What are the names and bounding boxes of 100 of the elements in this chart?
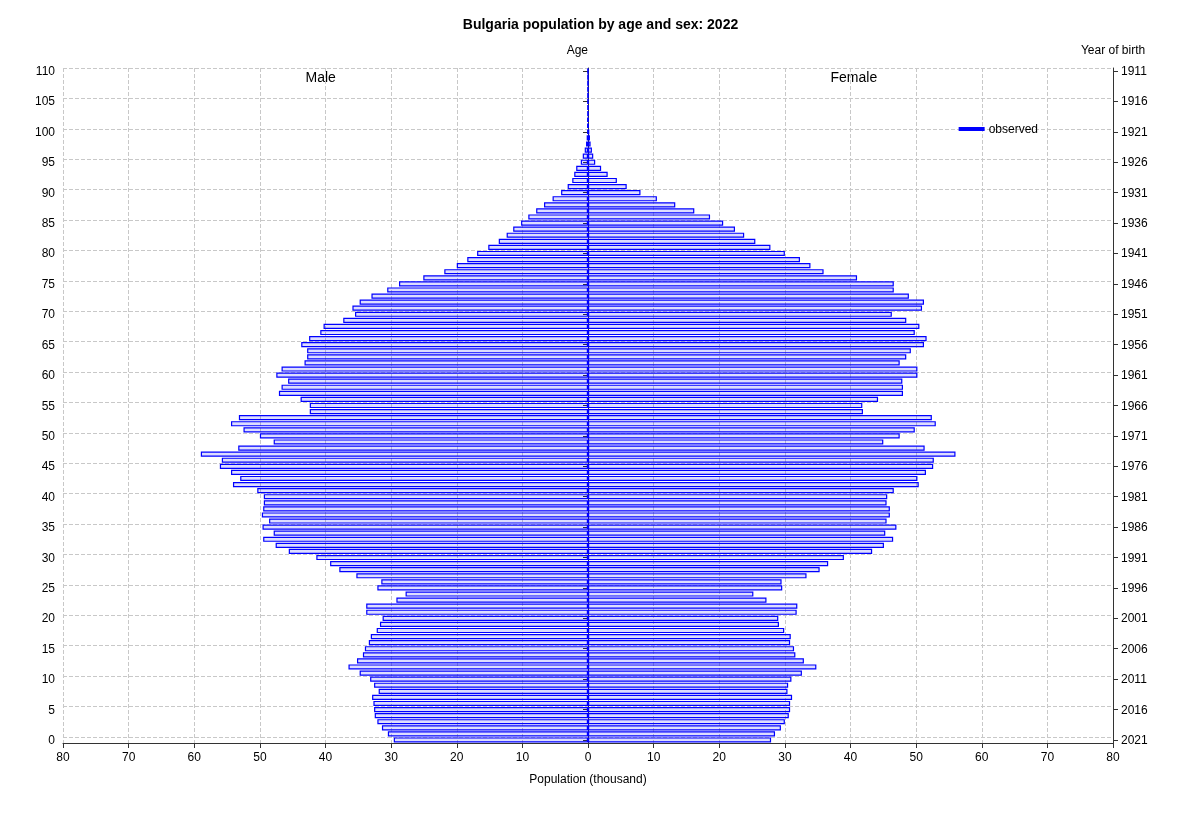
x-tick-label: 40 [843,750,858,764]
bar [393,737,588,743]
bar [281,366,588,372]
bar [588,415,932,421]
bar [588,384,903,390]
bar [273,439,588,445]
bar [357,658,588,664]
bar [588,402,863,409]
bar [377,719,588,725]
bar [588,165,602,171]
bar [370,676,588,682]
y-tick-label: 70 [41,307,56,322]
bar [488,244,588,250]
bar [588,652,796,658]
bar [309,336,588,342]
bar [588,269,824,275]
bar [200,451,588,457]
bar [588,469,926,475]
bar [588,634,791,640]
bar [257,488,588,494]
y-tick-label: 85 [41,216,56,231]
y2-tick-label: 2016 [1121,702,1149,717]
bar [536,208,588,214]
y-tick-label: 100 [34,124,56,139]
bar [588,481,919,488]
bar [423,275,588,281]
bar [588,579,782,585]
bar [588,281,894,287]
y2-tick-label: 1961 [1121,368,1149,383]
y2-tick-label: 1956 [1121,337,1149,352]
bar [387,287,588,293]
bar [521,220,588,226]
x-tick-label: 70 [1040,750,1055,764]
bar [588,208,695,214]
bar [588,713,789,719]
bar [588,342,924,348]
bar [588,196,657,202]
bar [588,287,894,293]
bar [330,561,588,567]
bar [320,329,588,336]
bar [544,202,588,208]
bar [588,238,756,244]
bar [588,561,829,567]
bar [588,700,791,707]
bar [259,433,588,439]
bar [269,518,588,524]
y2-tick-label: 1921 [1121,124,1149,139]
bar [362,652,588,658]
bar [588,475,918,482]
bar [588,445,925,451]
bar [588,256,800,263]
bar [588,378,903,384]
bar [582,153,588,159]
x-tick-label: 30 [778,750,792,764]
bar [588,646,795,652]
bar [300,396,588,402]
bar [588,670,802,676]
bar [588,500,887,506]
bar [588,597,767,603]
bar [370,634,588,640]
x-tick-label: 0 [584,750,592,764]
bar [263,506,588,512]
y-tick-label: 75 [41,276,56,291]
bar [364,646,588,652]
bar [588,688,788,694]
bar [355,311,588,317]
y-tick-label: 60 [41,368,56,383]
bar [381,725,588,731]
bar [588,725,781,731]
bar [281,384,588,390]
bar [231,469,588,475]
bar [240,475,588,482]
bar [588,354,907,360]
bar [588,524,897,530]
annotation: Female [830,69,878,85]
y-tick-label: 20 [41,611,56,626]
bar [278,390,588,396]
y-tick-label: 45 [41,459,56,474]
y-tick-label: 80 [41,246,56,261]
bar [588,494,888,500]
bar [588,275,858,281]
bar [588,554,844,561]
bar [588,390,903,396]
bar [588,305,923,311]
x-tick-label: 50 [253,750,267,764]
bar [359,299,588,305]
y2-tick-label: 1976 [1121,459,1149,474]
bar [275,542,588,548]
bar [307,354,588,360]
x-tick-label: 60 [975,750,989,764]
bar [588,627,785,634]
bar [366,603,588,609]
y-tick-label: 95 [41,155,56,170]
chart-title: Bulgaria population by age and sex: 2022 [462,16,739,32]
y2-tick-label: 1946 [1121,276,1149,291]
bar [588,512,890,518]
y2-tick-label: 1951 [1121,307,1149,322]
x-tick-label: 80 [1106,750,1120,764]
bar [373,700,588,707]
bar [513,226,588,232]
